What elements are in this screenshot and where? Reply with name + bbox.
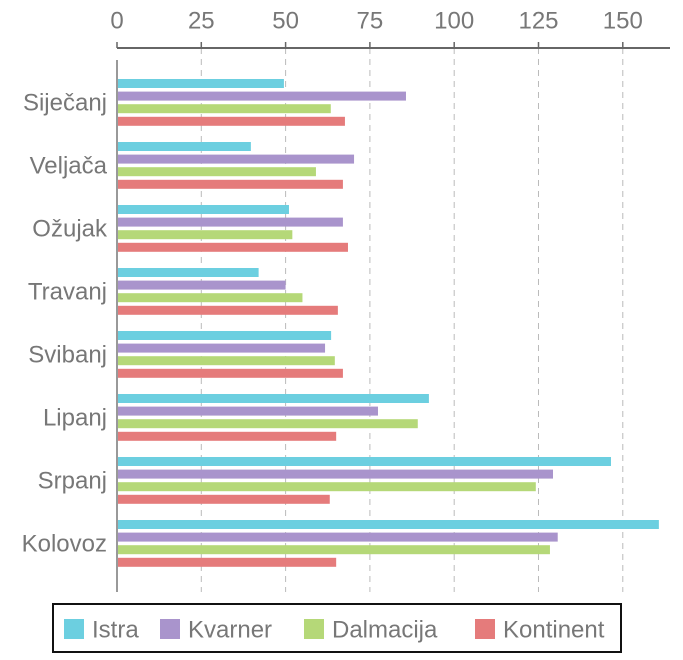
bar [117,331,332,340]
bar [117,406,378,416]
bar [117,356,335,366]
bar [117,469,553,479]
bar [117,116,345,126]
bar [117,268,259,277]
x-tick-label: 75 [357,7,384,34]
x-tick-label: 0 [110,7,123,34]
bar [117,167,316,177]
bar [117,494,330,504]
x-tick-label: 25 [188,7,215,34]
y-tick-label: Lipanj [43,404,107,431]
legend-swatch [160,619,180,639]
y-tick-label: Siječanj [23,89,107,116]
bar [117,532,558,542]
y-tick-label: Kolovoz [22,530,107,557]
bar [117,368,343,378]
y-tick-label: Travanj [28,278,107,305]
legend-swatch [304,619,324,639]
bar [117,142,251,151]
bar [117,217,343,227]
bar [117,205,289,214]
bar [117,230,293,240]
bar [117,431,337,441]
bar [117,104,331,114]
bar [117,419,418,429]
legend-box [52,603,622,653]
legend-label: Kvarner [188,616,272,643]
legend-label: Dalmacija [332,616,438,643]
bar [117,179,343,189]
bar [117,482,536,492]
y-tick-label: Ožujak [32,215,108,242]
legend-label: Istra [92,616,139,643]
y-tick-label: Svibanj [28,341,107,368]
y-tick-label: Srpanj [38,467,107,494]
legend-swatch [64,619,84,639]
bar [117,242,348,252]
x-tick-label: 150 [603,7,643,34]
bar [117,154,355,164]
x-tick-label: 50 [272,7,299,34]
bar [117,557,337,567]
y-tick-label: Veljača [30,152,108,179]
bar [117,79,284,88]
bar [117,280,286,290]
bar [117,520,659,529]
legend-swatch [475,619,495,639]
x-tick-label: 125 [518,7,558,34]
bar [117,394,429,403]
legend-label: Kontinent [503,616,605,643]
bar [117,343,326,353]
bar [117,305,338,315]
bar [117,545,550,555]
x-tick-label: 100 [434,7,474,34]
bar [117,457,611,466]
bar [117,293,303,303]
bar [117,91,406,101]
